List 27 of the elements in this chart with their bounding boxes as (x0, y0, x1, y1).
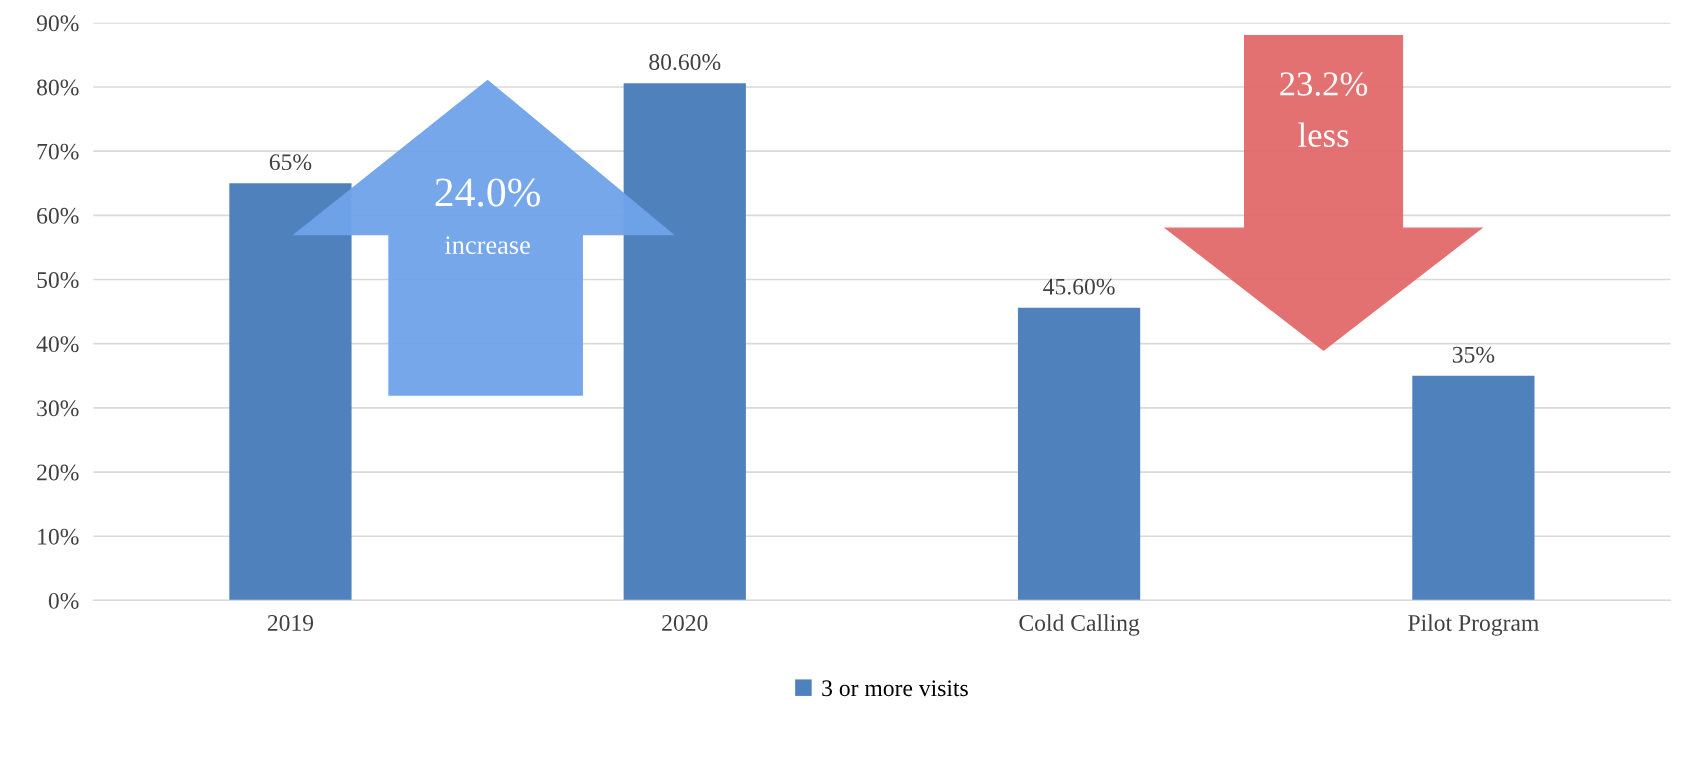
data-label: 45.60% (1043, 278, 1115, 295)
y-tick-label: 50% (37, 272, 79, 289)
annotation: 23.2% (1280, 72, 1368, 96)
bar (229, 183, 352, 601)
annotation: less (1298, 122, 1349, 148)
y-tick-label: 80% (37, 79, 79, 96)
y-tick-label: 10% (38, 528, 79, 545)
annotation: 24.0% (435, 178, 540, 207)
y-tick-label: 60% (37, 207, 79, 224)
legend-label: 3 or more visits (822, 680, 968, 697)
annotation: increase (444, 236, 530, 255)
y-tick-label: 0% (48, 592, 79, 609)
bar (1412, 375, 1535, 601)
data-label: 65% (269, 154, 312, 171)
y-tick-label: 40% (36, 336, 79, 353)
bar (1017, 307, 1141, 601)
bar (623, 83, 746, 601)
y-tick-label: 30% (37, 400, 79, 417)
x-tick-label: Cold Calling (1019, 614, 1140, 636)
data-label: 35% (1452, 346, 1495, 363)
x-tick-label: 2020 (662, 614, 708, 631)
y-tick-label: 90% (36, 15, 79, 32)
y-tick-label: 70% (37, 143, 79, 160)
y-tick-label: 20% (37, 464, 79, 481)
data-label: 80.60% (649, 54, 721, 71)
x-tick-label: Pilot Program (1408, 614, 1539, 636)
x-tick-label: 2019 (267, 614, 314, 631)
